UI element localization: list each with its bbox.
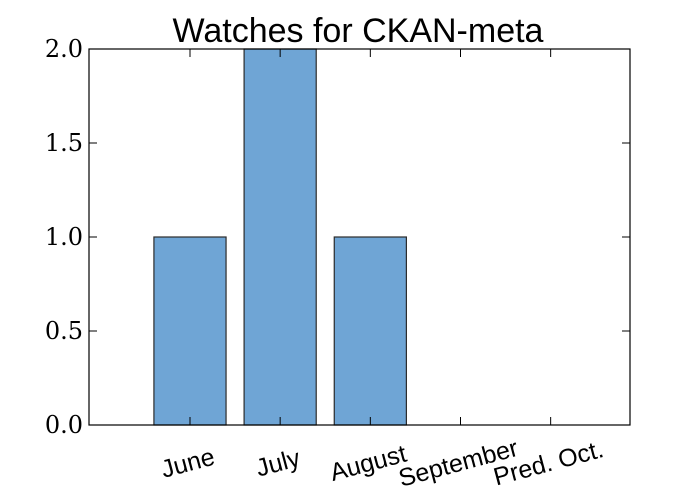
bar-july xyxy=(243,48,317,426)
bar-june xyxy=(153,236,227,426)
y-tick-label: 0.0 xyxy=(45,411,83,439)
x-tick-label: July xyxy=(253,444,304,483)
y-tick-label: 2.0 xyxy=(45,35,83,63)
x-tick-label: August xyxy=(327,440,409,487)
chart-title: Watches for CKAN-meta xyxy=(173,12,544,50)
y-tick-label: 1.0 xyxy=(45,223,83,251)
bars-group xyxy=(153,48,407,426)
y-tick-label: 1.5 xyxy=(45,129,83,157)
y-tick-labels: 0.0 0.5 1.0 1.5 2.0 xyxy=(45,35,83,439)
ticks-group xyxy=(89,48,630,426)
y-tick-label: 0.5 xyxy=(45,317,83,345)
bar-august xyxy=(333,236,407,426)
x-tick-label: June xyxy=(158,443,218,484)
